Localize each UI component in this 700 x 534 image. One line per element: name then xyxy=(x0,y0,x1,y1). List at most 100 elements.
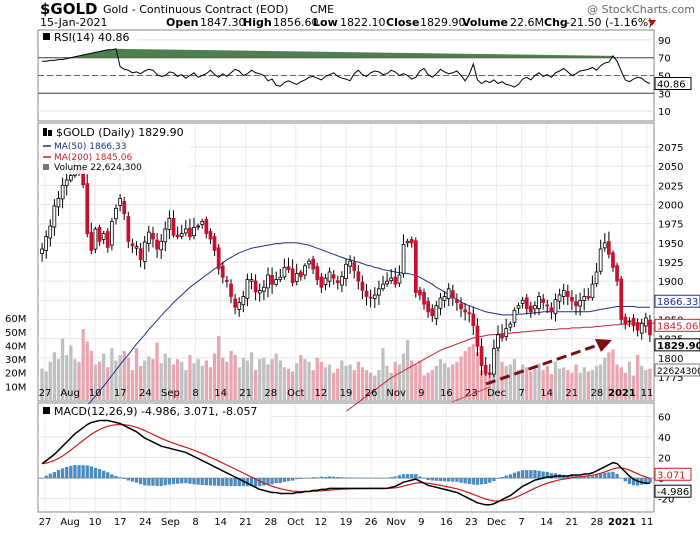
macd-histogram-bar xyxy=(377,478,381,479)
volume-bar xyxy=(249,352,254,400)
macd-histogram-bar xyxy=(607,472,611,479)
candle-body xyxy=(44,236,49,251)
volume-bar xyxy=(627,361,632,400)
candle-body xyxy=(639,322,644,334)
candle-body xyxy=(307,260,311,265)
candle-body xyxy=(274,279,279,285)
price-x-tick-label: 17 xyxy=(114,388,127,399)
macd-histogram-bar xyxy=(266,478,270,485)
volume-bar xyxy=(171,364,176,400)
volume-bar xyxy=(455,361,459,400)
volume-bar xyxy=(463,350,467,400)
rsi-title: RSI(14) 40.86 xyxy=(54,31,129,44)
macd-histogram-bar xyxy=(393,476,397,478)
volume-bar xyxy=(393,361,397,400)
volume-bar xyxy=(217,335,221,400)
macd-histogram-bar xyxy=(619,478,623,479)
candle-body xyxy=(368,296,373,299)
price-x-tick-label: Dec xyxy=(487,388,506,399)
macd-histogram-bar xyxy=(327,476,332,479)
volume-bar xyxy=(307,361,311,400)
macd-histogram-bar xyxy=(438,478,443,482)
candle-body xyxy=(126,216,131,242)
price-x-tick-label: 16 xyxy=(440,388,453,399)
macd-x-tick-label: 10 xyxy=(89,517,102,528)
price-x-tick-label: 27 xyxy=(39,388,52,399)
macd-histogram-bar xyxy=(401,474,406,478)
macd-histogram-bar xyxy=(262,478,266,486)
price-title: $GOLD (Daily) 1829.90 xyxy=(56,126,184,139)
candle-body xyxy=(270,274,274,285)
macd-histogram-bar xyxy=(44,475,48,479)
macd-histogram-bar xyxy=(590,475,595,479)
candle-body xyxy=(545,304,550,307)
volume-axis-label: 50M xyxy=(5,328,26,339)
instrument-name: Gold - Continuous Contract (EOD) xyxy=(103,3,288,16)
price-last-value: 1845.06 xyxy=(657,321,698,332)
macd-histogram-bar xyxy=(102,470,106,478)
price-tick-label: 1900 xyxy=(658,277,683,288)
volume-bar xyxy=(418,360,422,400)
price-x-tick-label: Sep xyxy=(161,388,180,399)
price-x-tick-label: 12 xyxy=(315,388,328,399)
volume-bar xyxy=(118,355,122,400)
volume-bar xyxy=(389,372,393,400)
macd-line xyxy=(41,419,650,506)
macd-tick-label: 40 xyxy=(658,433,671,444)
candle-body xyxy=(335,280,340,284)
macd-histogram-bar xyxy=(541,471,545,478)
macd-histogram-bar xyxy=(126,478,130,481)
volume-bar xyxy=(611,349,615,400)
macd-histogram-bar xyxy=(488,478,492,483)
candle-body xyxy=(409,239,414,244)
candle-body xyxy=(381,283,385,290)
candle-body xyxy=(529,305,533,313)
macd-histogram-bar xyxy=(110,474,114,479)
volume-bar xyxy=(143,360,147,400)
watermark: @ StockCharts.com xyxy=(587,3,695,16)
volume-bar xyxy=(274,353,278,400)
macd-histogram-bar xyxy=(60,468,65,479)
candle-body xyxy=(389,277,394,282)
macd-histogram-bar xyxy=(254,478,258,487)
rsi-overbought-fill xyxy=(70,48,614,58)
macd-histogram-bar xyxy=(167,478,171,485)
macd-histogram-bar xyxy=(418,476,422,479)
volume-bar xyxy=(245,360,250,400)
macd-histogram-bar xyxy=(151,478,155,486)
candle-body xyxy=(93,228,98,250)
macd-histogram-bar xyxy=(134,478,139,483)
volume-bar xyxy=(451,364,455,400)
candle-body xyxy=(590,283,595,299)
macd-histogram-bar xyxy=(364,477,369,479)
candle-body xyxy=(171,217,176,236)
macd-histogram-bar xyxy=(631,478,636,486)
candle-body xyxy=(549,307,554,313)
macd-histogram-bar xyxy=(512,472,517,479)
volume-value: 22.6M xyxy=(510,16,544,29)
candle-body xyxy=(282,266,287,278)
volume-bar xyxy=(426,372,430,400)
candle-body xyxy=(179,233,184,237)
macd-x-tick-label: 17 xyxy=(114,517,127,528)
volume-bar xyxy=(570,372,574,400)
volume-legend: Volume 22,624,300 xyxy=(54,163,142,173)
volume-bar xyxy=(327,364,332,400)
volume-bar xyxy=(110,348,114,400)
macd-histogram-bar xyxy=(221,478,225,486)
macd-tick-label: 60 xyxy=(658,412,671,423)
ma50-legend: MA(50) 1866.33 xyxy=(54,142,126,152)
candle-body xyxy=(261,286,266,292)
volume-bar xyxy=(648,368,652,400)
candle-body xyxy=(615,265,619,282)
candle-body xyxy=(541,298,546,304)
candle-body xyxy=(249,279,254,282)
volume-bar xyxy=(496,348,500,400)
volume-bar xyxy=(369,372,373,400)
candle-body xyxy=(40,248,44,254)
candle-body xyxy=(393,276,398,285)
macd-histogram-bar xyxy=(348,477,352,479)
candle-body xyxy=(216,247,221,270)
volume-bar xyxy=(102,353,106,400)
rsi-line xyxy=(42,48,651,88)
